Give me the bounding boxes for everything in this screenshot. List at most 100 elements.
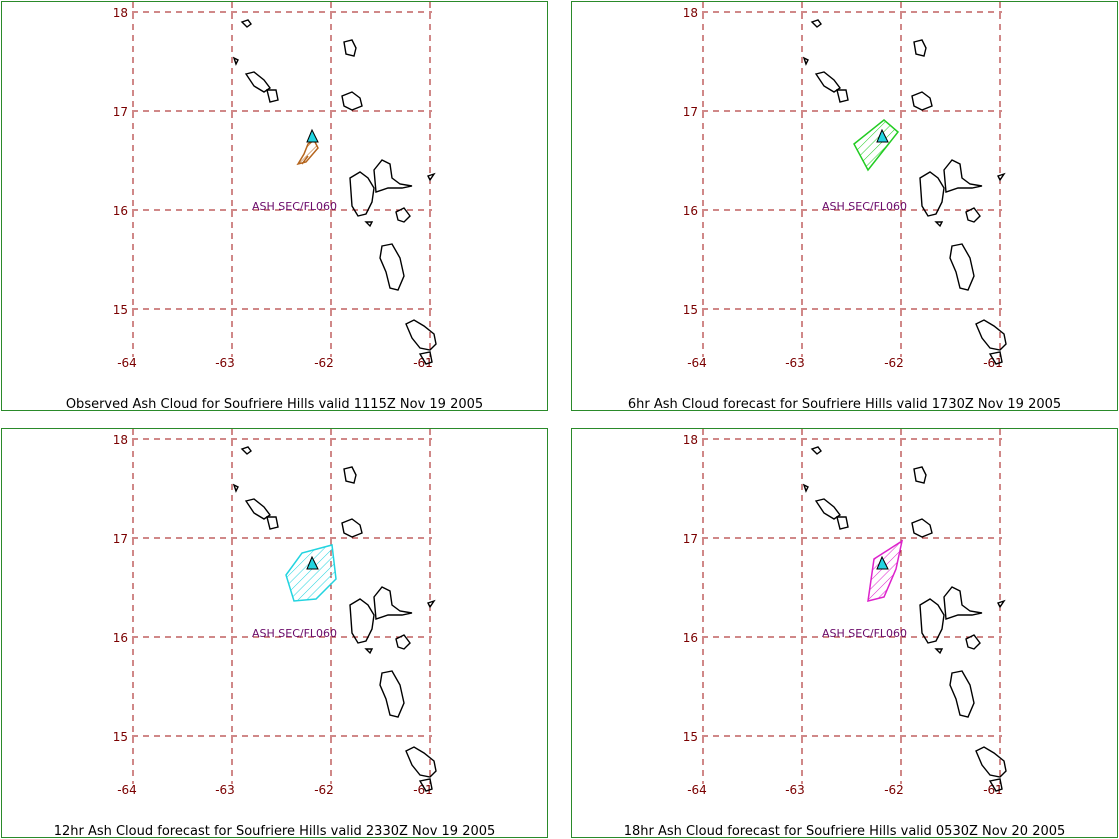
map-canvas: 18 17 16 15 -64 -63 -62 -61 ASH SEC/FL060	[683, 429, 1007, 797]
panel-caption: 6hr Ash Cloud forecast for Soufriere Hil…	[627, 397, 1062, 411]
map-panel-6hr: 18 17 16 15 -64 -63 -62 -61 ASH SEC/FL060 6hr As…	[571, 1, 1118, 411]
island-coastline	[934, 648, 944, 655]
ash-cloud-polygon	[285, 544, 337, 602]
lat-tick-label: 15	[683, 730, 698, 744]
island-coastline	[240, 446, 252, 455]
island-coastline	[836, 516, 849, 530]
island-coastline	[911, 518, 933, 538]
lon-tick-label: -61	[983, 356, 1003, 370]
lat-tick-label: 15	[683, 303, 698, 317]
island-coastline	[418, 351, 433, 365]
island-coastline	[244, 71, 272, 93]
ash-layer-label: ASH SEC/FL060	[252, 627, 337, 640]
island-coastline	[379, 243, 405, 291]
panel-caption: Observed Ash Cloud for Soufriere Hills v…	[65, 397, 484, 411]
island-coastline	[364, 221, 374, 228]
island-coastline	[919, 171, 945, 217]
map-panel-12hr: 18 17 16 15 -64 -63 -62 -61 ASH SEC/FL060 12hr A…	[1, 428, 548, 838]
lat-tick-label: 15	[113, 730, 128, 744]
island-coastline	[988, 778, 1003, 792]
island-coastline	[232, 483, 239, 493]
lon-tick-label: -64	[117, 783, 137, 797]
ash-layer-label: ASH SEC/FL060	[252, 200, 337, 213]
island-coastline	[814, 71, 842, 93]
island-coastline	[266, 89, 279, 103]
island-coastline	[232, 56, 239, 66]
ash-layer-label: ASH SEC/FL060	[822, 627, 907, 640]
lat-tick-label: 18	[113, 6, 128, 20]
island-coastline	[343, 39, 357, 57]
lon-tick-label: -61	[413, 356, 433, 370]
lat-tick-label: 18	[113, 433, 128, 447]
island-coastline	[405, 319, 437, 351]
map-canvas: 18 17 16 15 -64 -63 -62 -61 ASH SEC/FL060	[683, 2, 1007, 370]
lat-tick-label: 17	[113, 532, 128, 546]
island-coastline	[965, 207, 981, 223]
lon-tick-label: -62	[884, 356, 904, 370]
island-coastline	[373, 586, 413, 620]
island-coastline	[836, 89, 849, 103]
lat-tick-label: 17	[113, 105, 128, 119]
island-coastline	[913, 39, 927, 57]
lon-tick-label: -63	[215, 783, 235, 797]
lon-tick-label: -62	[314, 356, 334, 370]
lat-tick-label: 15	[113, 303, 128, 317]
lon-tick-label: -64	[117, 356, 137, 370]
island-coastline	[343, 466, 357, 484]
island-coastline	[373, 159, 413, 193]
island-coastline	[934, 221, 944, 228]
island-coastline	[266, 516, 279, 530]
lat-tick-label: 17	[683, 532, 698, 546]
lat-tick-label: 16	[683, 204, 698, 218]
lat-tick-label: 18	[683, 433, 698, 447]
volcano-triangle-icon	[876, 128, 889, 143]
map-canvas: 18 17 16 15 -64 -63 -62 -61 ASH SEC/FL060	[113, 2, 437, 370]
island-coastline	[802, 483, 809, 493]
volcano-triangle-icon	[306, 555, 319, 570]
lon-tick-label: -63	[785, 783, 805, 797]
panel-caption: 18hr Ash Cloud forecast for Soufriere Hi…	[623, 824, 1066, 838]
island-coastline	[949, 670, 975, 718]
lon-tick-label: -63	[785, 356, 805, 370]
lon-tick-label: -64	[687, 356, 707, 370]
map-canvas: 18 17 16 15 -64 -63 -62 -61 ASH SEC/FL060	[113, 429, 437, 797]
island-coastline	[427, 172, 436, 182]
island-coastline	[810, 19, 822, 28]
ash-cloud-polygon	[867, 539, 904, 602]
lon-tick-label: -62	[884, 783, 904, 797]
island-coastline	[988, 351, 1003, 365]
island-coastline	[975, 319, 1007, 351]
island-coastline	[341, 91, 363, 111]
island-coastline	[395, 634, 411, 650]
lon-tick-label: -64	[687, 783, 707, 797]
map-panel-18hr: 18 17 16 15 -64 -63 -62 -61 ASH SEC/FL060 18hr A…	[571, 428, 1118, 838]
lon-tick-label: -61	[983, 783, 1003, 797]
island-coastline	[395, 207, 411, 223]
island-coastline	[965, 634, 981, 650]
island-coastline	[240, 19, 252, 28]
island-coastline	[810, 446, 822, 455]
island-coastline	[913, 466, 927, 484]
island-coastline	[379, 670, 405, 718]
lat-tick-label: 16	[683, 631, 698, 645]
ash-cloud-polygon	[296, 138, 319, 166]
island-coastline	[341, 518, 363, 538]
island-coastline	[349, 598, 375, 644]
map-panel-observed: 18 17 16 15 -64 -63 -62 -61 ASH SEC/FL060 Observ…	[1, 1, 548, 411]
island-coastline	[997, 599, 1006, 609]
island-coastline	[427, 599, 436, 609]
island-coastline	[244, 498, 272, 520]
island-coastline	[919, 598, 945, 644]
lon-tick-label: -61	[413, 783, 433, 797]
island-coastline	[943, 159, 983, 193]
island-coastline	[943, 586, 983, 620]
island-coastline	[349, 171, 375, 217]
island-coastline	[997, 172, 1006, 182]
panel-caption: 12hr Ash Cloud forecast for Soufriere Hi…	[53, 824, 496, 838]
island-coastline	[814, 498, 842, 520]
island-coastline	[405, 746, 437, 778]
lon-tick-label: -63	[215, 356, 235, 370]
island-coastline	[911, 91, 933, 111]
volcano-triangle-icon	[876, 555, 889, 570]
island-coastline	[802, 56, 809, 66]
